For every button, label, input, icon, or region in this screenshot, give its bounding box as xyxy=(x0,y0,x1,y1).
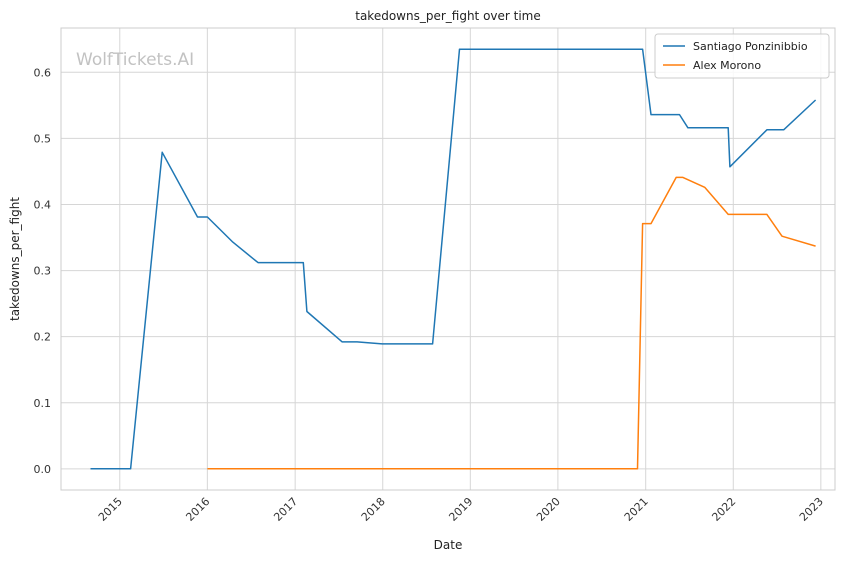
plot-frame xyxy=(60,27,836,491)
series-line-1 xyxy=(90,48,817,470)
y-tick-label: 0.2 xyxy=(34,331,52,344)
legend-box xyxy=(654,33,830,79)
y-tick-label: 0.0 xyxy=(34,463,52,476)
series-line-2 xyxy=(207,176,816,470)
y-axis-ticks: 0.0 0.1 0.2 0.3 0.4 0.5 0.6 xyxy=(34,66,52,476)
y-tick-label: 0.3 xyxy=(34,265,52,278)
chart-title: takedowns_per_fight over time xyxy=(355,9,541,23)
y-tick-label: 0.4 xyxy=(34,198,52,211)
y-axis-title: takedowns_per_fight xyxy=(8,197,22,321)
y-tick-label: 0.5 xyxy=(34,132,52,145)
legend-label: Alex Morono xyxy=(693,59,761,72)
y-tick-label: 0.6 xyxy=(34,66,52,79)
y-tick-label: 0.1 xyxy=(34,397,52,410)
x-axis-title: Date xyxy=(434,538,463,552)
series-lines xyxy=(90,48,817,470)
legend: Santiago Ponzinibbio Alex Morono xyxy=(654,33,830,79)
legend-label: Santiago Ponzinibbio xyxy=(693,40,808,53)
grid xyxy=(61,28,835,490)
watermark-text: WolfTickets.AI xyxy=(76,50,194,70)
